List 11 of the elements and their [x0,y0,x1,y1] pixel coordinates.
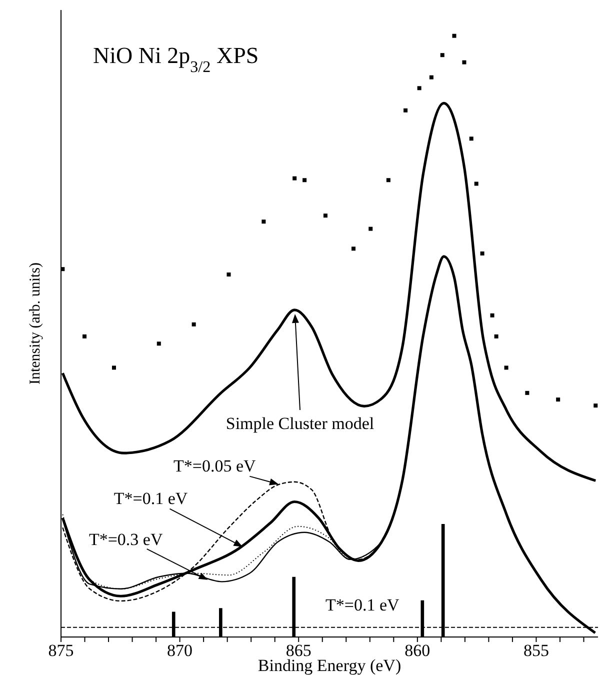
x-tick-label: 875 [48,641,74,660]
y-axis-title: Intensity (arb. units) [27,262,44,385]
annotation: T*=0.3 eV [88,530,164,549]
text: NiO Ni 2p$_{3/2}$ XPS [93,43,259,76]
annotation: T*=0.1 eV [114,488,188,508]
annotation: T*=0.05 eV [174,456,257,476]
annotation: Simple Cluster model [226,414,374,433]
x-tick-label: 860 [404,641,430,660]
series-label: T*=0.1 eV [326,595,400,614]
x-tick-label: 870 [167,641,193,660]
x-tick-label: 855 [523,641,549,660]
